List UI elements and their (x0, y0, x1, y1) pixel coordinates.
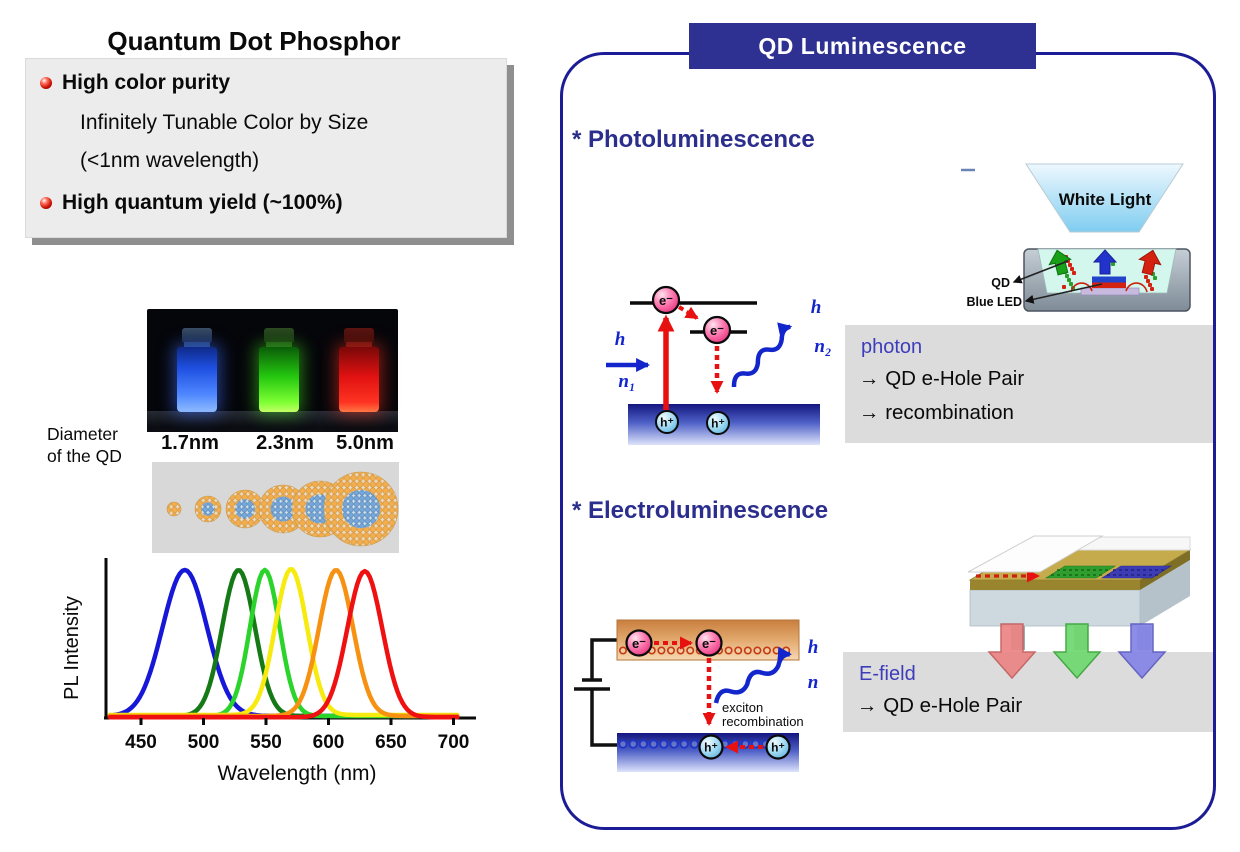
incident-photon-h-label: h (615, 329, 626, 350)
hole-icon (706, 411, 730, 435)
feature-item: High color purity (40, 71, 230, 95)
panel-header: QD Luminescence (689, 23, 1036, 69)
vial-shelf (147, 411, 398, 432)
blue-led-label: Blue LED (966, 295, 1022, 309)
photon-summary-box: photon → QD e-Hole Pair → recombination (845, 325, 1213, 443)
emitted-photon-wave-icon (713, 646, 792, 704)
hole-label: h⁺ (771, 741, 785, 755)
emitted-photon-h-label: h (811, 297, 822, 318)
qd-vials-photo (147, 309, 398, 432)
electron-icon (625, 629, 653, 657)
hole-label: h⁺ (711, 417, 725, 431)
electron-label: e⁻ (710, 323, 724, 338)
red-sphere-bullet-icon (40, 197, 52, 209)
hole-icon (698, 734, 724, 760)
spectra-curves (107, 567, 460, 720)
photoluminescence-diagram: e⁻ e⁻ h⁺ h⁺ h n₁ h n₂ (606, 285, 832, 445)
exciton-caption: exciton (722, 700, 763, 715)
electroluminescence-diagram: e⁻ e⁻ h⁺ h⁺ h n exciton recombination (574, 619, 819, 772)
electron-icon (651, 285, 681, 315)
recombination-caption: recombination (722, 714, 804, 729)
green-up-arrow-icon (1048, 249, 1072, 276)
glass-substrate-side (1140, 560, 1190, 626)
photon-nu-label: n (808, 672, 819, 693)
hole-icon (655, 410, 679, 434)
vial-size-label: 2.3nm (256, 432, 314, 454)
electron-icon (702, 315, 732, 345)
blue-down-arrow-icon (1117, 623, 1167, 680)
vial-blue (177, 328, 217, 420)
svg-text:550: 550 (250, 732, 282, 753)
bond-wire-icon (1070, 282, 1093, 293)
white-light-label: White Light (1059, 190, 1152, 209)
relaxation-arrow-icon (677, 305, 699, 320)
blue-led-chip (1092, 276, 1126, 283)
hole-label: h⁺ (704, 741, 718, 755)
emitted-photon-wave-icon (731, 322, 793, 388)
red-up-arrow-icon (1138, 249, 1162, 276)
hole-icon (765, 734, 791, 760)
feature-subtext: (<1nm wavelength) (80, 149, 260, 172)
blue-led-leader-arrow-icon (1024, 283, 1103, 304)
electroluminescence-heading: * Electroluminescence (572, 497, 829, 524)
diameter-caption: Diameter of the QD (47, 424, 122, 466)
feature-text: High quantum yield (~100%) (62, 191, 343, 214)
electron-label: e⁻ (659, 293, 673, 308)
svg-text:500: 500 (188, 732, 220, 753)
svg-text:650: 650 (375, 732, 407, 753)
vial-size-label: 1.7nm (161, 432, 219, 454)
led-chip-red-layer (1092, 282, 1126, 288)
qd-leader-arrow-icon (1012, 260, 1069, 284)
vial-red (339, 328, 379, 420)
white-light-led-figure: White Light QD Blue LED (961, 163, 1191, 312)
emitted-photon-nu-label: n₂ (814, 336, 831, 357)
vial-green (259, 328, 299, 420)
photon-box-title: photon (861, 336, 923, 358)
red-down-arrow-icon (987, 623, 1037, 680)
el-device-figure (967, 535, 1192, 680)
blue-up-arrow-icon (1092, 249, 1118, 275)
photon-box-line: → QD e-Hole Pair (859, 367, 1025, 390)
green-down-arrow-icon (1052, 623, 1102, 680)
battery-wire (590, 638, 617, 680)
pl-spectrum-chart: 450 500 550 600 650 700 Wavelength (nm) PL In… (62, 558, 476, 785)
svg-text:700: 700 (438, 732, 470, 753)
electron-icon (695, 629, 723, 657)
page-title: Quantum Dot Phosphor (107, 26, 401, 56)
x-axis-label: Wavelength (nm) (217, 762, 376, 785)
photon-h-label: h (808, 637, 819, 658)
svg-text:600: 600 (313, 732, 345, 753)
photoluminescence-heading: * Photoluminescence (572, 126, 815, 153)
feature-item: High quantum yield (~100%) (40, 191, 343, 215)
x-axis-ticks: 450 500 550 600 650 700 (125, 718, 469, 753)
glass-substrate-front (969, 589, 1141, 627)
svg-text:450: 450 (125, 732, 157, 753)
y-axis-label: PL Intensity (62, 596, 83, 700)
battery-wire (590, 689, 617, 747)
vial-size-label: 5.0nm (336, 432, 394, 454)
efield-box-title: E-field (859, 663, 916, 685)
incident-photon-nu-label: n₁ (618, 371, 635, 392)
qd-label: QD (991, 276, 1010, 290)
peeled-cover-sheet (967, 535, 1104, 573)
feature-text: High color purity (62, 71, 230, 94)
emitter-layer-front (970, 580, 1140, 590)
electron-label: e⁻ (632, 636, 646, 651)
red-sphere-bullet-icon (40, 77, 52, 89)
electron-label: e⁻ (702, 636, 716, 651)
qd-size-illustration (152, 462, 399, 553)
light-cone (1025, 163, 1184, 233)
feature-box: High color purity Infinitely Tunable Col… (25, 58, 507, 238)
efield-box-line: → QD e-Hole Pair (857, 694, 1023, 717)
led-substrate (1080, 287, 1140, 296)
photon-box-line: → recombination (859, 401, 1014, 424)
hole-label: h⁺ (660, 416, 674, 430)
bond-wire-icon (1125, 282, 1148, 293)
feature-subtext: Infinitely Tunable Color by Size (80, 111, 369, 134)
